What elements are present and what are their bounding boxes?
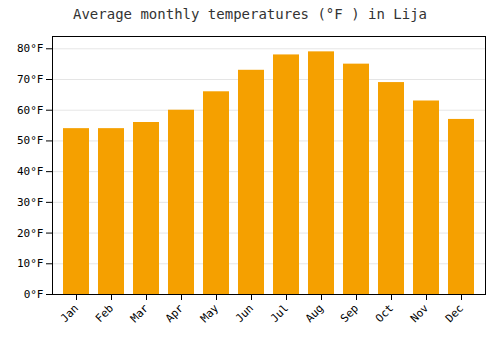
svg-text:20°F: 20°F bbox=[17, 227, 44, 240]
svg-text:Jul: Jul bbox=[268, 302, 291, 325]
svg-text:50°F: 50°F bbox=[17, 134, 44, 147]
svg-text:Nov: Nov bbox=[408, 301, 432, 325]
svg-text:May: May bbox=[198, 301, 222, 325]
svg-text:Oct: Oct bbox=[373, 302, 396, 325]
svg-text:30°F: 30°F bbox=[17, 196, 44, 209]
svg-text:Mar: Mar bbox=[128, 301, 152, 325]
svg-text:Sep: Sep bbox=[338, 302, 361, 325]
svg-text:60°F: 60°F bbox=[17, 104, 44, 117]
svg-text:Dec: Dec bbox=[443, 302, 466, 325]
svg-text:Feb: Feb bbox=[93, 302, 116, 325]
svg-text:70°F: 70°F bbox=[17, 73, 44, 86]
svg-text:Jun: Jun bbox=[233, 302, 256, 325]
svg-text:10°F: 10°F bbox=[17, 257, 44, 270]
svg-text:Jan: Jan bbox=[58, 302, 81, 325]
svg-text:0°F: 0°F bbox=[24, 288, 44, 301]
svg-text:80°F: 80°F bbox=[17, 42, 44, 55]
svg-text:Aug: Aug bbox=[303, 302, 326, 325]
html-text:Average monthly temperatures (: Average monthly temperatures (°F ) in Li… bbox=[73, 6, 427, 22]
svg-text:Apr: Apr bbox=[163, 301, 187, 325]
svg-text:40°F: 40°F bbox=[17, 165, 44, 178]
